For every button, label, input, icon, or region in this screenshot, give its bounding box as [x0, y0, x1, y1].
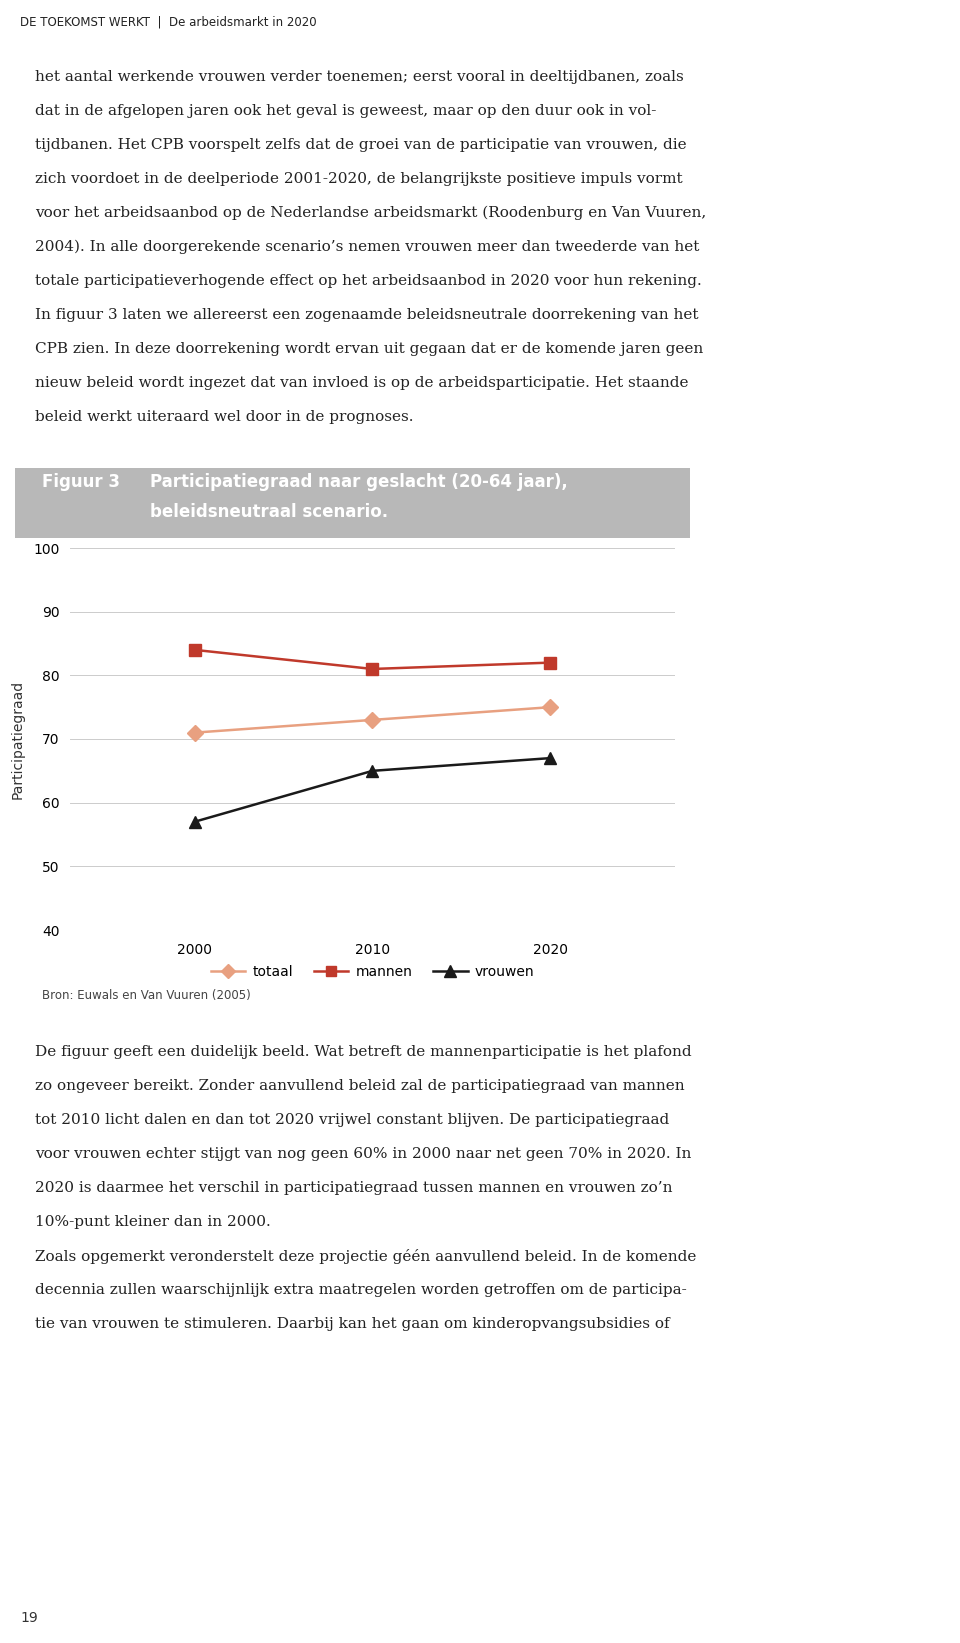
Y-axis label: Participatiegraad: Participatiegraad [11, 680, 25, 798]
Text: tijdbanen. Het CPB voorspelt zelfs dat de groei van de participatie van vrouwen,: tijdbanen. Het CPB voorspelt zelfs dat d… [35, 138, 686, 153]
Text: CPB zien. In deze doorrekening wordt ervan uit gegaan dat er de komende jaren ge: CPB zien. In deze doorrekening wordt erv… [35, 342, 704, 357]
Text: tie van vrouwen te stimuleren. Daarbij kan het gaan om kinderopvangsubsidies of: tie van vrouwen te stimuleren. Daarbij k… [35, 1318, 670, 1331]
Text: 19: 19 [20, 1612, 37, 1625]
Text: het aantal werkende vrouwen verder toenemen; eerst vooral in deeltijdbanen, zoal: het aantal werkende vrouwen verder toene… [35, 71, 684, 84]
Text: voor het arbeidsaanbod op de Nederlandse arbeidsmarkt (Roodenburg en Van Vuuren,: voor het arbeidsaanbod op de Nederlandse… [35, 205, 707, 220]
Text: 2004). In alle doorgerekende scenario’s nemen vrouwen meer dan tweederde van het: 2004). In alle doorgerekende scenario’s … [35, 240, 700, 255]
Text: tot 2010 licht dalen en dan tot 2020 vrijwel constant blijven. De participatiegr: tot 2010 licht dalen en dan tot 2020 vri… [35, 1112, 669, 1127]
Text: 2020 is daarmee het verschil in participatiegraad tussen mannen en vrouwen zo’n: 2020 is daarmee het verschil in particip… [35, 1181, 673, 1194]
Text: zo ongeveer bereikt. Zonder aanvullend beleid zal de participatiegraad van manne: zo ongeveer bereikt. Zonder aanvullend b… [35, 1079, 684, 1093]
Text: totale participatieverhogende effect op het arbeidsaanbod in 2020 voor hun reken: totale participatieverhogende effect op … [35, 274, 702, 288]
Text: De figuur geeft een duidelijk beeld. Wat betreft de mannenparticipatie is het pl: De figuur geeft een duidelijk beeld. Wat… [35, 1045, 691, 1060]
Text: nieuw beleid wordt ingezet dat van invloed is op de arbeidsparticipatie. Het sta: nieuw beleid wordt ingezet dat van invlo… [35, 376, 688, 389]
Text: Figuur 3: Figuur 3 [42, 473, 120, 491]
Text: beleidsneutraal scenario.: beleidsneutraal scenario. [150, 503, 388, 521]
Text: 10%-punt kleiner dan in 2000.: 10%-punt kleiner dan in 2000. [35, 1216, 271, 1229]
Legend: totaal, mannen, vrouwen: totaal, mannen, vrouwen [205, 960, 540, 984]
Text: decennia zullen waarschijnlijk extra maatregelen worden getroffen om de particip: decennia zullen waarschijnlijk extra maa… [35, 1283, 686, 1296]
Text: Participatiegraad naar geslacht (20-64 jaar),: Participatiegraad naar geslacht (20-64 j… [150, 473, 567, 491]
Bar [15, 468, 690, 537]
Text: Zoals opgemerkt veronderstelt deze projectie géén aanvullend beleid. In de komen: Zoals opgemerkt veronderstelt deze proje… [35, 1249, 696, 1263]
Text: zich voordoet in de deelperiode 2001-2020, de belangrijkste positieve impuls vor: zich voordoet in de deelperiode 2001-202… [35, 173, 683, 186]
Text: Bron: Euwals en Van Vuuren (2005): Bron: Euwals en Van Vuuren (2005) [42, 989, 251, 1002]
Text: DE TOEKOMST WERKT  |  De arbeidsmarkt in 2020: DE TOEKOMST WERKT | De arbeidsmarkt in 2… [20, 16, 317, 30]
Text: beleid werkt uiteraard wel door in de prognoses.: beleid werkt uiteraard wel door in de pr… [35, 411, 414, 424]
Text: dat in de afgelopen jaren ook het geval is geweest, maar op den duur ook in vol-: dat in de afgelopen jaren ook het geval … [35, 104, 657, 118]
Text: voor vrouwen echter stijgt van nog geen 60% in 2000 naar net geen 70% in 2020. I: voor vrouwen echter stijgt van nog geen … [35, 1147, 691, 1162]
Text: In figuur 3 laten we allereerst een zogenaamde beleidsneutrale doorrekening van : In figuur 3 laten we allereerst een zoge… [35, 307, 699, 322]
